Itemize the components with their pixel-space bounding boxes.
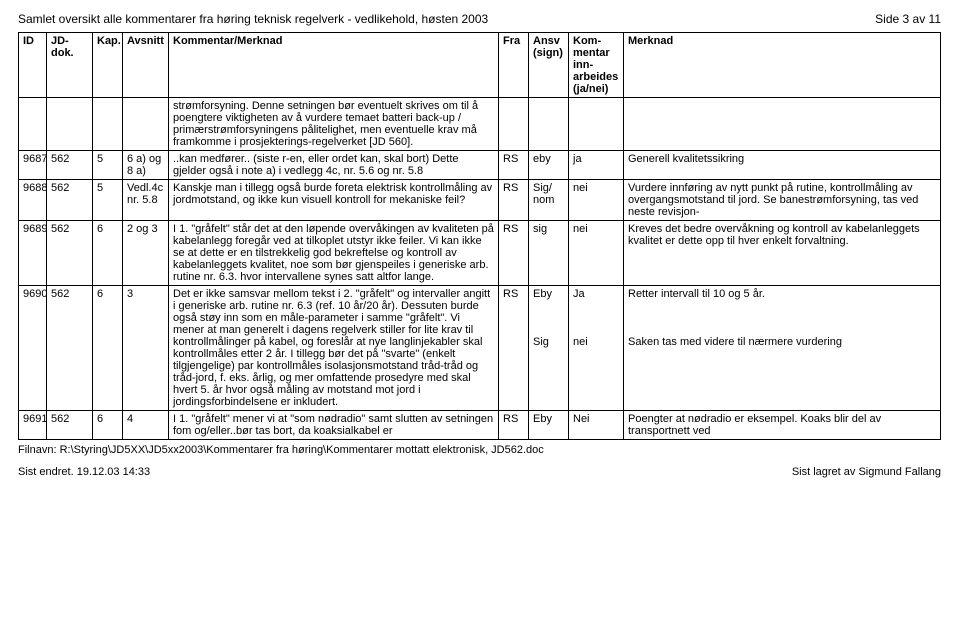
cell-kommentar: Det er ikke samsvar mellom tekst i 2. "g…: [169, 286, 499, 411]
th-id: ID: [19, 33, 47, 98]
cell-avsnitt: 4: [123, 411, 169, 440]
cell-inn: Ja nei: [569, 286, 624, 411]
cell-ansv: sig: [529, 221, 569, 286]
cell-id: 9688: [19, 180, 47, 221]
cell-kommentar: Kanskje man i tillegg også burde foreta …: [169, 180, 499, 221]
footer-right: Sist lagret av Sigmund Fallang: [792, 466, 941, 478]
cell-fra: RS: [499, 180, 529, 221]
cell-id: [19, 98, 47, 151]
cell-jd: 562: [47, 151, 93, 180]
cell-fra: RS: [499, 221, 529, 286]
table-row: strømforsyning. Denne setningen bør even…: [19, 98, 941, 151]
cell-ansv: [529, 98, 569, 151]
cell-jd: 562: [47, 411, 93, 440]
cell-avsnitt: [123, 98, 169, 151]
cell-kap: 5: [93, 180, 123, 221]
cell-inn: nei: [569, 221, 624, 286]
cell-kap: [93, 98, 123, 151]
cell-merknad: Kreves det bedre overvåkning og kontroll…: [624, 221, 941, 286]
cell-jd: 562: [47, 286, 93, 411]
table-row: 96885625Vedl.4c nr. 5.8Kanskje man i til…: [19, 180, 941, 221]
cell-avsnitt: Vedl.4c nr. 5.8: [123, 180, 169, 221]
header-page: Side 3 av 11: [875, 12, 941, 26]
cell-jd: 562: [47, 180, 93, 221]
cell-merknad: Retter intervall til 10 og 5 år. Saken t…: [624, 286, 941, 411]
table-row: 969156264I 1. "gråfelt" mener vi at "som…: [19, 411, 941, 440]
th-avsnitt: Avsnitt: [123, 33, 169, 98]
th-kap: Kap.: [93, 33, 123, 98]
cell-inn: ja: [569, 151, 624, 180]
cell-jd: [47, 98, 93, 151]
cell-kommentar: ..kan medfører.. (siste r-en, eller orde…: [169, 151, 499, 180]
cell-avsnitt: 6 a) og 8 a): [123, 151, 169, 180]
cell-fra: RS: [499, 151, 529, 180]
cell-jd: 562: [47, 221, 93, 286]
table-row: 969056263Det er ikke samsvar mellom teks…: [19, 286, 941, 411]
cell-kap: 5: [93, 151, 123, 180]
cell-merknad: Poengter at nødradio er eksempel. Koaks …: [624, 411, 941, 440]
cell-kommentar: I 1. "gråfelt" står det at den løpende o…: [169, 221, 499, 286]
footer-filepath: Filnavn: R:\Styring\JD5XX\JD5xx2003\Komm…: [18, 444, 941, 456]
th-inn: Kom-mentar inn-arbeides (ja/nei): [569, 33, 624, 98]
cell-avsnitt: 2 og 3: [123, 221, 169, 286]
th-ansv: Ansv (sign): [529, 33, 569, 98]
cell-id: 9689: [19, 221, 47, 286]
cell-id: 9691: [19, 411, 47, 440]
th-merknad: Merknad: [624, 33, 941, 98]
cell-inn: [569, 98, 624, 151]
table-body: strømforsyning. Denne setningen bør even…: [19, 98, 941, 440]
th-fra: Fra: [499, 33, 529, 98]
cell-merknad: Vurdere innføring av nytt punkt på rutin…: [624, 180, 941, 221]
cell-avsnitt: 3: [123, 286, 169, 411]
footer-left: Sist endret. 19.12.03 14:33: [18, 466, 150, 478]
cell-ansv: Eby Sig: [529, 286, 569, 411]
table-row: 968956262 og 3I 1. "gråfelt" står det at…: [19, 221, 941, 286]
cell-merknad: Generell kvalitetssikring: [624, 151, 941, 180]
header-title: Samlet oversikt alle kommentarer fra hør…: [18, 12, 488, 26]
comments-table: ID JD-dok. Kap. Avsnitt Kommentar/Merkna…: [18, 32, 941, 440]
cell-kap: 6: [93, 411, 123, 440]
cell-ansv: Eby: [529, 411, 569, 440]
table-header-row: ID JD-dok. Kap. Avsnitt Kommentar/Merkna…: [19, 33, 941, 98]
cell-fra: [499, 98, 529, 151]
cell-inn: nei: [569, 180, 624, 221]
cell-ansv: eby: [529, 151, 569, 180]
cell-fra: RS: [499, 286, 529, 411]
th-kommentar: Kommentar/Merknad: [169, 33, 499, 98]
cell-ansv: Sig/ nom: [529, 180, 569, 221]
page-header: Samlet oversikt alle kommentarer fra hør…: [18, 12, 941, 26]
th-jd: JD-dok.: [47, 33, 93, 98]
cell-kap: 6: [93, 221, 123, 286]
cell-inn: Nei: [569, 411, 624, 440]
cell-kommentar: strømforsyning. Denne setningen bør even…: [169, 98, 499, 151]
cell-id: 9687: [19, 151, 47, 180]
cell-kommentar: I 1. "gråfelt" mener vi at "som nødradio…: [169, 411, 499, 440]
cell-kap: 6: [93, 286, 123, 411]
table-row: 968756256 a) og 8 a)..kan medfører.. (si…: [19, 151, 941, 180]
cell-id: 9690: [19, 286, 47, 411]
footer-row: Sist endret. 19.12.03 14:33 Sist lagret …: [18, 466, 941, 478]
cell-fra: RS: [499, 411, 529, 440]
cell-merknad: [624, 98, 941, 151]
